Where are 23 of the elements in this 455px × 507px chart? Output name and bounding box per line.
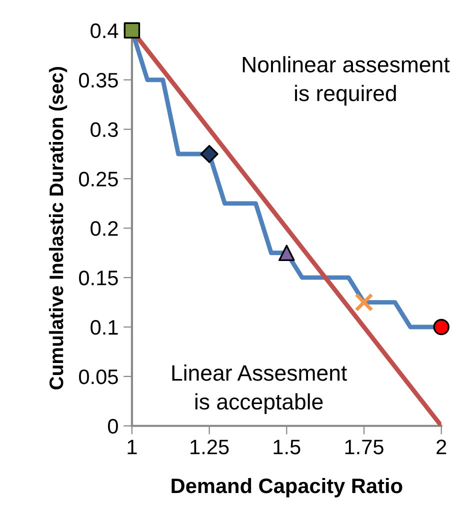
- y-axis-title: Cumulative Inelastic Duration (sec): [48, 67, 68, 390]
- y-tick-label: 0.15: [79, 270, 118, 286]
- x-tick-label: 1.75: [345, 440, 384, 454]
- point: [124, 22, 140, 39]
- point: [278, 244, 295, 261]
- x-tick-label: 2: [436, 440, 446, 454]
- x-tick-label: 1.25: [190, 440, 229, 454]
- y-tick-label: 0.35: [79, 72, 118, 88]
- y-tick-label: 0.05: [79, 369, 118, 384]
- point: [200, 144, 218, 164]
- x-tick-label: 1.5: [274, 440, 300, 454]
- point: [433, 318, 450, 336]
- y-tick-label: 0.1: [90, 320, 118, 335]
- y-tick-label: 0: [108, 418, 118, 434]
- point: [354, 292, 374, 312]
- y-tick-label: 0.3: [90, 122, 118, 138]
- x-axis-title: Demand Capacity Ratio: [172, 478, 402, 498]
- annotation: Nonlinear assesment is required: [242, 56, 450, 106]
- annotation: Linear Assesment is acceptable: [172, 364, 347, 414]
- y-tick-label: 0.25: [79, 172, 118, 186]
- y-tick-label: 0.2: [90, 221, 118, 236]
- y-tick-label: 0.4: [90, 23, 118, 38]
- x-tick-label: 1: [128, 440, 137, 454]
